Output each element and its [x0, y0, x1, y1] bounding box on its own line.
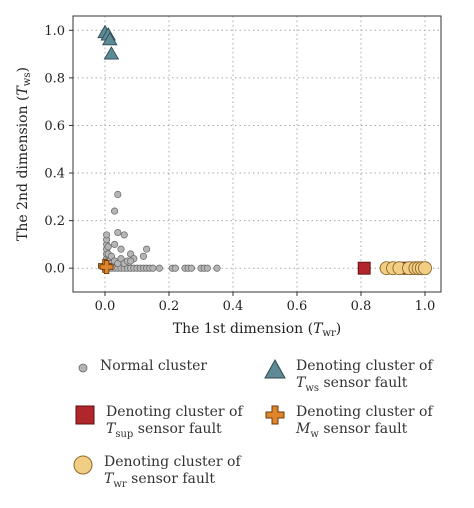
x-tick-label: 0.4 — [223, 299, 244, 314]
x-tick-label: 0.8 — [351, 299, 372, 314]
legend-marker-normal — [78, 363, 88, 373]
legend-label-tws-line1: Denoting cluster of — [296, 358, 433, 374]
x-tick-label: 0.0 — [95, 299, 116, 314]
legend-label-twr-line2: Twr sensor fault — [104, 471, 216, 490]
data-point-circle-small — [213, 264, 221, 272]
data-point-plus — [99, 260, 114, 274]
y-tick-label: 1.0 — [44, 24, 65, 39]
legend-item-tsup: Denoting cluster of Tsup sensor fault — [74, 404, 243, 440]
legend-item-tws: Denoting cluster of Tws sensor fault — [264, 358, 433, 394]
legend-item-normal: Normal cluster — [76, 358, 207, 375]
data-point-circle-small — [104, 243, 112, 251]
legend-marker-mw — [265, 405, 285, 425]
data-point-triangle — [103, 46, 120, 60]
legend-marker-tsup — [75, 405, 95, 425]
axis-ticks: 0.0 0.2 0.4 0.6 0.8 1.0 0.0 0.2 0.4 0.6 0.8 1.0 — [44, 24, 435, 314]
x-tick-label: 0.2 — [159, 299, 180, 314]
data-point-circle-small — [114, 228, 122, 237]
x-tick-label: 0.6 — [287, 299, 308, 314]
legend-label-tsup-line1: Denoting cluster of — [106, 404, 243, 420]
legend-item-twr: Denoting cluster of Twr sensor fault — [72, 454, 241, 490]
data-point-circle-small — [114, 190, 122, 198]
scatter-chart: 0.0 0.2 0.4 0.6 0.8 1.0 0.0 0.2 0.4 0.6 0.8 1.0 The… — [15, 15, 442, 339]
legend-label-tsup-line2: Tsup sensor fault — [106, 421, 222, 440]
data-point-circle-small — [155, 264, 163, 272]
legend-label-normal: Normal cluster — [100, 358, 208, 374]
y-tick-label: 0.8 — [44, 71, 65, 86]
data-point-circle-small — [120, 231, 128, 239]
x-axis-label: The 1st dimension (Twr) — [173, 321, 341, 339]
legend-item-mw: Denoting cluster of Mw sensor fault — [264, 404, 433, 440]
legend-marker-tws — [264, 358, 286, 379]
data-points — [97, 24, 432, 276]
data-point-circle-small — [111, 240, 119, 248]
data-point-circle-small — [111, 207, 119, 215]
plot-frame — [72, 15, 442, 293]
legend-label-mw-line1: Denoting cluster of — [296, 404, 433, 420]
data-point-circle-small — [127, 257, 135, 265]
legend-label-twr-line1: Denoting cluster of — [104, 454, 241, 470]
data-point-circle-small — [187, 264, 195, 272]
legend-marker-twr — [73, 455, 93, 475]
y-tick-label: 0.4 — [44, 167, 65, 182]
legend-label-mw-line2: Mw sensor fault — [296, 421, 408, 440]
data-point-circle-small — [139, 252, 147, 260]
y-tick-label: 0.6 — [44, 119, 65, 134]
y-axis-label: The 2nd dimension (Tws) — [15, 67, 33, 241]
data-point-triangle — [102, 31, 118, 46]
data-point-circle-small — [143, 245, 151, 253]
data-point-circle-small — [203, 264, 211, 272]
data-point-circle-small — [171, 264, 179, 272]
data-point-circle-small — [117, 245, 125, 253]
data-point-square — [357, 261, 371, 275]
legend-label-tws-line2: Tws sensor fault — [296, 375, 408, 394]
data-point-circle-small — [103, 231, 111, 239]
y-tick-label: 0.2 — [44, 214, 65, 229]
data-point-circle-large — [418, 261, 432, 276]
x-tick-label: 1.0 — [415, 299, 436, 314]
y-tick-label: 0.0 — [44, 262, 65, 277]
